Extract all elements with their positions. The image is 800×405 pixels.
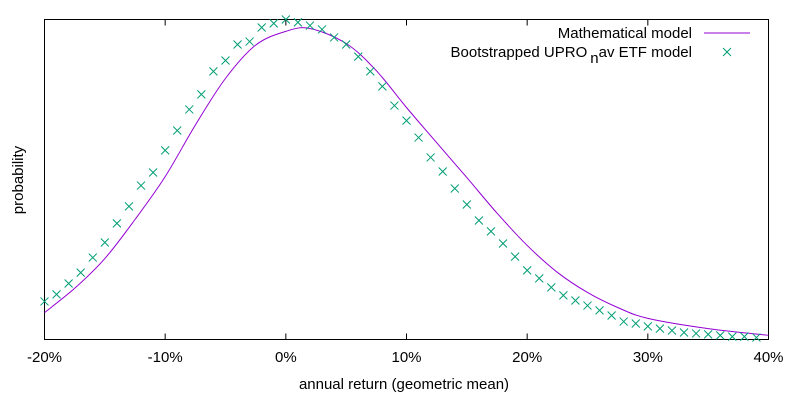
data-point — [595, 306, 604, 315]
data-point — [462, 200, 472, 209]
data-point — [293, 18, 303, 27]
bootstrapped-points — [40, 15, 761, 342]
data-point — [341, 40, 351, 49]
data-point — [571, 296, 580, 305]
data-point — [221, 56, 230, 65]
legend: Mathematical model Bootstrapped UPRO nav … — [451, 25, 750, 67]
data-point — [450, 184, 460, 193]
data-point — [88, 253, 98, 262]
data-point — [643, 322, 653, 331]
legend-label-main: Bootstrapped UPRO — [451, 44, 588, 61]
data-point — [474, 216, 484, 225]
data-point — [245, 37, 254, 46]
data-point — [691, 329, 701, 338]
data-point — [390, 101, 399, 110]
data-point — [160, 146, 170, 155]
data-point — [727, 332, 737, 341]
data-point — [402, 116, 411, 125]
data-point — [752, 333, 761, 342]
data-point — [722, 47, 732, 57]
data-point — [486, 226, 496, 236]
data-point — [197, 90, 206, 99]
data-point — [559, 290, 568, 300]
x-axis-ticks: -20% -10% 0% 10% 20% 30% 40% — [27, 19, 784, 366]
data-point — [378, 82, 387, 91]
data-point — [317, 25, 327, 34]
x-axis-label: annual return (geometric mean) — [299, 376, 509, 393]
data-point — [257, 23, 267, 32]
data-point — [184, 105, 194, 114]
data-point — [414, 133, 423, 142]
data-point — [112, 218, 122, 228]
data-point — [233, 40, 242, 49]
data-point — [510, 252, 520, 261]
data-point — [534, 274, 544, 283]
data-point — [522, 266, 532, 275]
data-point — [583, 301, 592, 310]
data-point — [353, 52, 363, 61]
legend-label-subscript: n — [590, 50, 598, 67]
legend-marker-sample — [722, 47, 732, 57]
mathematical-model-line — [44, 27, 769, 336]
data-point — [703, 330, 713, 339]
y-axis-label: probability — [10, 145, 27, 214]
data-point — [426, 153, 435, 162]
legend-label-suffix: av ETF model — [599, 44, 692, 61]
data-point — [281, 15, 291, 24]
data-point — [100, 238, 110, 247]
data-point — [124, 202, 134, 211]
x-tick-label: 0% — [275, 349, 297, 366]
x-tick-label: 10% — [391, 349, 421, 366]
data-point — [64, 279, 73, 288]
data-point — [619, 317, 629, 326]
legend-label-model: Mathematical model — [558, 25, 692, 42]
data-point — [148, 168, 158, 177]
data-point — [172, 126, 182, 135]
data-point — [607, 311, 616, 320]
data-point — [329, 33, 339, 42]
data-point — [655, 324, 665, 333]
data-point — [76, 268, 86, 277]
data-point — [715, 330, 725, 340]
data-point — [740, 332, 749, 341]
plot-border — [44, 19, 769, 340]
data-point — [365, 66, 375, 76]
data-point — [631, 319, 641, 328]
x-tick-label: -20% — [27, 349, 62, 366]
data-point — [667, 326, 677, 335]
x-tick-label: -10% — [148, 349, 183, 366]
data-point — [269, 18, 279, 28]
data-point — [438, 167, 448, 176]
legend-label-bootstrapped: Bootstrapped UPRO nav ETF model — [451, 44, 692, 67]
data-point — [546, 282, 556, 292]
x-tick-label: 30% — [633, 349, 663, 366]
data-point — [52, 290, 61, 299]
data-point — [136, 181, 146, 190]
data-point — [209, 66, 218, 76]
x-tick-label: 20% — [512, 349, 542, 366]
data-point — [40, 297, 49, 306]
data-point — [305, 21, 315, 30]
data-point — [498, 239, 508, 248]
x-tick-label: 40% — [753, 349, 783, 366]
data-point — [679, 328, 689, 337]
